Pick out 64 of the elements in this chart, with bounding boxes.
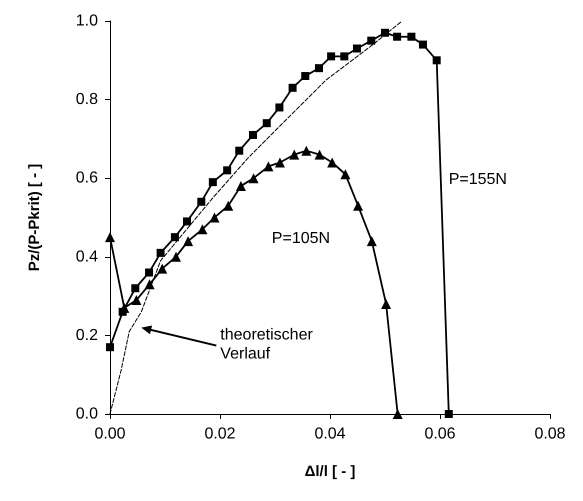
- point: [183, 217, 191, 226]
- point: [418, 40, 427, 49]
- point: [249, 130, 257, 139]
- point: [353, 200, 364, 211]
- point: [208, 178, 217, 186]
- point: [301, 146, 312, 156]
- y-axis-title: Pz/(P-Pkrit) [ - ]: [26, 164, 43, 272]
- point: [393, 32, 402, 41]
- x-tick-label: 0.04: [314, 426, 346, 442]
- point: [171, 252, 181, 262]
- point: [274, 157, 285, 168]
- point: [352, 44, 361, 53]
- y-tick-label: 0.0: [76, 406, 98, 422]
- point: [407, 32, 416, 41]
- point: [301, 72, 310, 80]
- x-tick-label: 0.08: [534, 426, 566, 442]
- point: [131, 284, 140, 292]
- series-label: P=155N: [448, 171, 507, 188]
- point: [444, 410, 453, 418]
- point: [275, 103, 284, 112]
- point: [223, 200, 234, 211]
- point: [144, 279, 155, 290]
- point: [235, 146, 244, 155]
- point: [263, 161, 274, 172]
- y-tick-label: 0.8: [76, 91, 98, 108]
- point: [314, 150, 325, 160]
- point: [381, 28, 389, 37]
- point: [156, 248, 165, 257]
- point: [106, 343, 114, 352]
- point: [381, 298, 392, 309]
- x-tick-label: 0.02: [204, 426, 236, 442]
- point: [131, 295, 142, 306]
- y-tick-label: 0.2: [76, 326, 98, 344]
- x-tick-label: 0.00: [94, 426, 126, 442]
- point: [288, 84, 297, 92]
- point: [315, 64, 323, 72]
- point: [432, 56, 441, 64]
- point: [197, 198, 206, 206]
- point: [157, 264, 168, 274]
- point: [170, 233, 179, 242]
- y-tick-label: 0.6: [76, 170, 98, 187]
- point: [210, 212, 220, 222]
- y-tick-label: 1.0: [76, 12, 98, 30]
- point: [340, 52, 348, 60]
- point: [105, 232, 115, 242]
- series-label: P=105N: [272, 230, 330, 248]
- point: [392, 409, 403, 419]
- point: [223, 166, 232, 174]
- point: [248, 173, 259, 184]
- point: [236, 181, 246, 192]
- point: [183, 236, 194, 246]
- point: [366, 236, 377, 246]
- x-axis-title: Δl/l [ - ]: [304, 463, 356, 480]
- point: [262, 119, 271, 128]
- point: [340, 169, 350, 180]
- point: [145, 268, 154, 277]
- point: [367, 36, 376, 45]
- annotation: theoretischer Verlauf: [220, 326, 314, 363]
- y-tick-label: 0.4: [76, 248, 98, 266]
- point: [327, 52, 336, 60]
- x-tick-label: 0.06: [424, 426, 456, 442]
- point: [197, 224, 208, 234]
- point: [327, 157, 338, 168]
- point: [289, 150, 300, 160]
